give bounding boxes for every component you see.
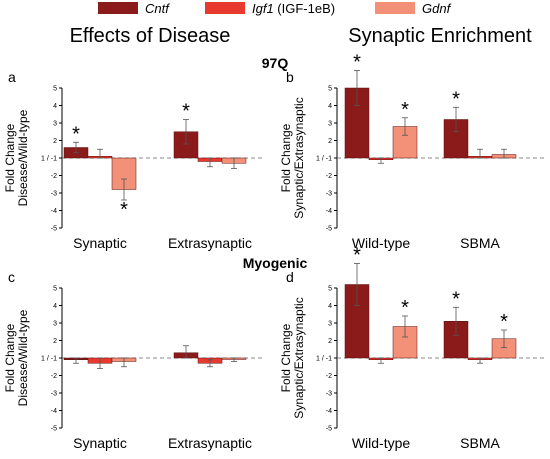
y-tick-label: -5 xyxy=(51,226,57,233)
y-tick-label: -2 xyxy=(326,373,332,380)
significance-star: * xyxy=(401,297,409,319)
y-axis-label: Synaptic/Extrasynaptic xyxy=(292,297,306,418)
category-label: Synaptic xyxy=(73,235,127,251)
column-title-left: Effects of Disease xyxy=(70,25,231,47)
y-tick-label: 1 / -1 xyxy=(316,356,332,363)
y-tick-label: 2 xyxy=(53,338,57,345)
y-tick-label: -4 xyxy=(51,208,57,215)
panel-letter: c xyxy=(8,269,15,285)
legend-swatch-gdnf xyxy=(375,2,415,14)
legend-label-igf1-plain: (IGF-1eB) xyxy=(274,1,335,16)
y-tick-label: -2 xyxy=(51,373,57,380)
panel-letter: a xyxy=(8,69,16,85)
y-tick-label: -4 xyxy=(51,408,57,415)
y-tick-label: 4 xyxy=(53,103,57,110)
y-tick-label: 2 xyxy=(53,138,57,145)
significance-star: * xyxy=(120,199,128,221)
y-tick-label: 4 xyxy=(328,103,332,110)
significance-star: * xyxy=(353,245,361,267)
y-axis-label: Fold Change xyxy=(279,123,293,192)
panel-c: c Fold Change Disease/Wild-type 5 4 3 2 1 / -1 -… xyxy=(3,269,265,451)
y-tick-label: -4 xyxy=(326,408,332,415)
y-tick-label: 5 xyxy=(328,86,332,93)
legend-swatch-igf1 xyxy=(205,2,245,14)
y-tick-label: -3 xyxy=(51,391,57,398)
y-tick-label: 2 xyxy=(328,138,332,145)
y-tick-label: -3 xyxy=(326,191,332,198)
y-tick-label: -3 xyxy=(326,391,332,398)
category-label: SBMA xyxy=(460,435,500,451)
y-tick-label: 5 xyxy=(328,286,332,293)
y-tick-label: 4 xyxy=(53,303,57,310)
y-tick-label: 4 xyxy=(328,303,332,310)
y-axis-label: Disease/Wild-type xyxy=(16,109,30,206)
row-title-bottom: Myogenic xyxy=(243,255,308,271)
significance-star: * xyxy=(452,88,460,110)
category-label: Wild-type xyxy=(352,235,411,251)
panel-letter: d xyxy=(286,269,294,285)
y-tick-label: -5 xyxy=(51,426,57,433)
y-tick-label: 3 xyxy=(328,121,332,128)
significance-star: * xyxy=(353,52,361,74)
y-tick-label: -5 xyxy=(326,426,332,433)
y-axis-label: Fold Change xyxy=(279,323,293,392)
row-title-top: 97Q xyxy=(262,55,289,71)
y-tick-label: 2 xyxy=(328,338,332,345)
y-tick-label: 1 / -1 xyxy=(41,356,57,363)
significance-star: * xyxy=(500,311,508,333)
legend-label-igf1-italic: Igf1 xyxy=(252,1,274,16)
panel-a: a Fold Change Disease/Wild-type 5 4 3 2 1 / -1 -… xyxy=(3,69,265,251)
y-tick-label: 1 / -1 xyxy=(316,156,332,163)
significance-star: * xyxy=(401,99,409,121)
significance-star: * xyxy=(72,123,80,145)
y-tick-label: 3 xyxy=(53,321,57,328)
legend: Cntf Igf1 (IGF-1eB) Gdnf xyxy=(98,1,452,16)
panel-d: d Fold Change Synaptic/Extrasynaptic 5 4 3 2 1 … xyxy=(279,245,545,451)
panel-b: b Fold Change Synaptic/Extrasynaptic 5 4 3 2 1 … xyxy=(279,52,545,251)
y-axis-label: Disease/Wild-type xyxy=(16,309,30,406)
panel-letter: b xyxy=(286,69,294,85)
y-tick-label: 5 xyxy=(53,286,57,293)
significance-star: * xyxy=(452,288,460,310)
category-label: Extrasynaptic xyxy=(168,235,252,251)
y-tick-label: -2 xyxy=(51,173,57,180)
category-label: Synaptic xyxy=(73,435,127,451)
legend-swatch-cntf xyxy=(98,2,138,14)
legend-label-igf1: Igf1 (IGF-1eB) xyxy=(252,1,335,16)
legend-label-cntf: Cntf xyxy=(145,1,170,16)
legend-label-gdnf: Gdnf xyxy=(422,1,452,16)
y-tick-label: -4 xyxy=(326,208,332,215)
y-axis-label: Synaptic/Extrasynaptic xyxy=(292,97,306,218)
y-tick-label: 3 xyxy=(53,121,57,128)
category-label: Extrasynaptic xyxy=(168,435,252,451)
y-axis-label: Fold Change xyxy=(3,323,17,392)
y-axis-label: Fold Change xyxy=(3,123,17,192)
y-tick-label: -2 xyxy=(326,173,332,180)
category-label: SBMA xyxy=(460,235,500,251)
significance-star: * xyxy=(182,101,190,123)
y-tick-label: 5 xyxy=(53,86,57,93)
y-tick-label: 3 xyxy=(328,321,332,328)
y-tick-label: 1 / -1 xyxy=(41,156,57,163)
y-tick-label: -5 xyxy=(326,226,332,233)
y-tick-label: -3 xyxy=(51,191,57,198)
column-title-right: Synaptic Enrichment xyxy=(348,25,532,47)
category-label: Wild-type xyxy=(352,435,411,451)
